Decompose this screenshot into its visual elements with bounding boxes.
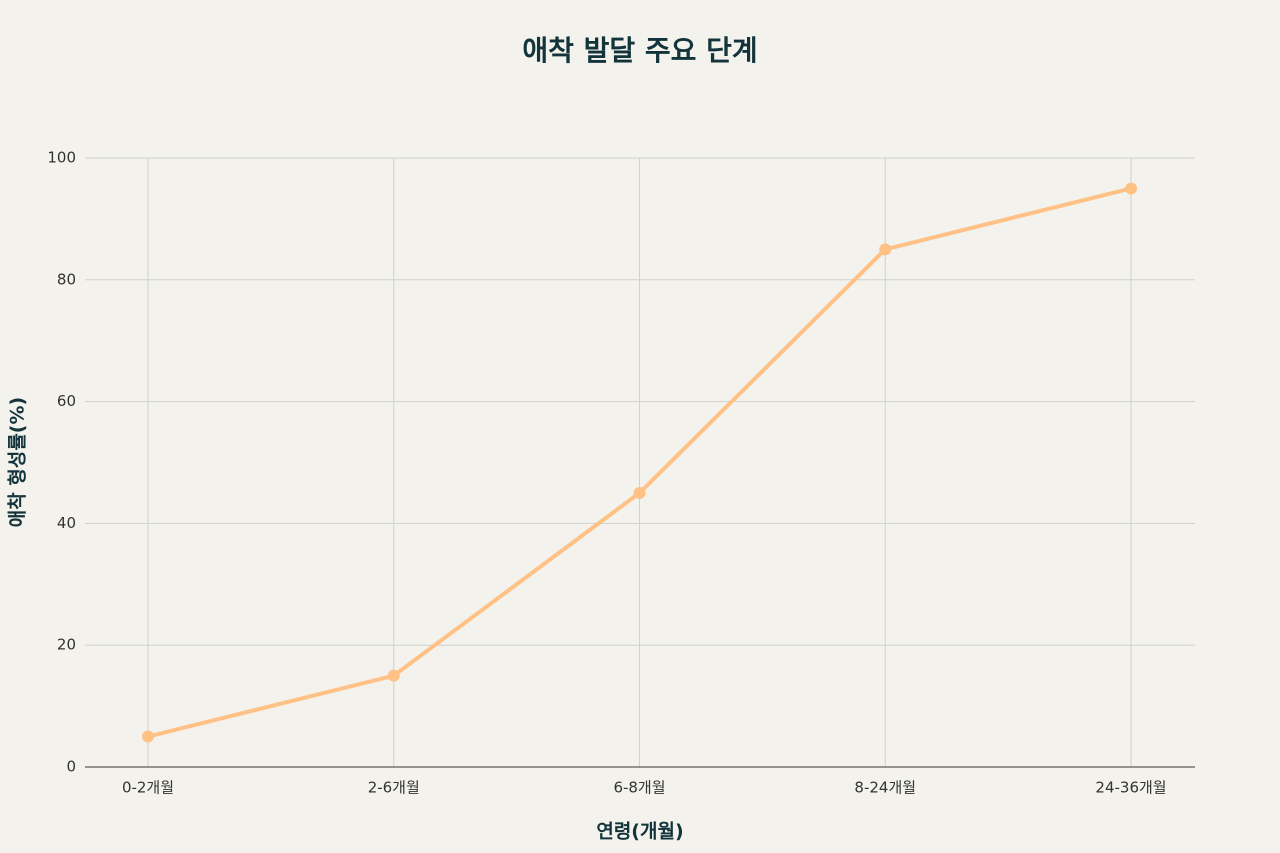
x-tick-label: 24-36개월	[1095, 779, 1166, 797]
chart-title: 애착 발달 주요 단계	[522, 34, 757, 67]
y-tick-label: 80	[57, 270, 76, 288]
y-tick-label: 0	[66, 758, 76, 776]
x-tick-label: 6-8개월	[613, 779, 665, 797]
y-tick-label: 40	[57, 514, 76, 532]
y-tick-label: 20	[57, 636, 76, 654]
x-tick-label: 0-2개월	[122, 779, 174, 797]
y-tick-label: 60	[57, 392, 76, 410]
data-point	[387, 669, 400, 682]
data-point	[1125, 182, 1137, 195]
data-point	[142, 730, 154, 743]
x-axis-title: 연령(개월)	[596, 821, 683, 843]
x-tick-label: 8-24개월	[854, 779, 916, 797]
data-point	[633, 486, 646, 499]
y-tick-label: 100	[47, 149, 76, 167]
x-tick-label: 2-6개월	[368, 779, 420, 797]
y-axis-title: 애착 형성률(%)	[7, 397, 29, 527]
data-point	[879, 243, 892, 256]
